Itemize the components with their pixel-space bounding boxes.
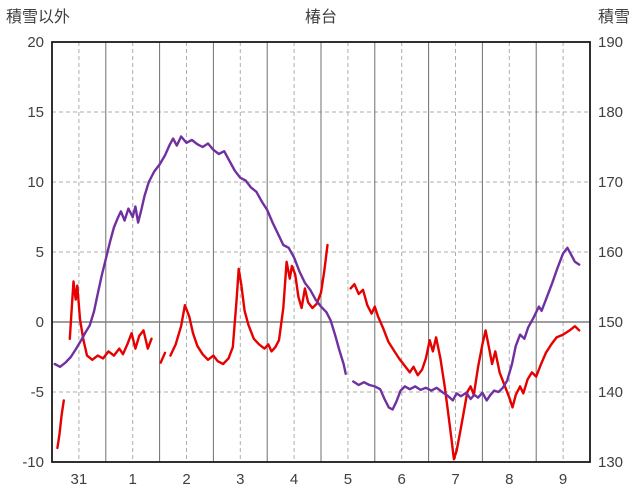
series-red-line: [68, 280, 153, 361]
x-axis-tick: 6: [398, 471, 406, 488]
left-axis-tick: 20: [27, 34, 44, 51]
x-axis-tick: 8: [505, 471, 513, 488]
x-axis-tick: 9: [559, 471, 567, 488]
left-axis-tick: 15: [27, 104, 44, 121]
x-axis-tick: 4: [290, 471, 298, 488]
right-axis-tick: 190: [598, 34, 623, 51]
left-axis-tick: -5: [31, 384, 44, 401]
right-axis-title: 積雪: [598, 8, 630, 26]
x-axis-tick: 3: [236, 471, 244, 488]
series-red-line: [159, 351, 167, 364]
right-axis-tick: 180: [598, 104, 623, 121]
grid-layer: [52, 42, 590, 462]
plot-frame: [51, 41, 591, 463]
right-axis-tick: 130: [598, 454, 623, 471]
left-axis-tick: 5: [36, 244, 44, 261]
right-axis-tick: 140: [598, 384, 623, 401]
x-axis-tick: 1: [129, 471, 137, 488]
series-red-line: [169, 243, 329, 366]
right-axis-tick: 170: [598, 174, 623, 191]
frame-layer: [51, 41, 591, 463]
x-axis-tick: 2: [182, 471, 190, 488]
right-axis-tick: 160: [598, 244, 623, 261]
right-axis-tick: 150: [598, 314, 623, 331]
x-axis-tick: 7: [451, 471, 459, 488]
chart-title: 椿台: [305, 8, 337, 26]
series-purple-line: [53, 135, 347, 375]
left-axis-tick: 0: [36, 314, 44, 331]
left-axis-tick: -10: [22, 454, 44, 471]
series-red-line: [349, 283, 581, 461]
series-purple-line: [352, 246, 581, 411]
left-axis-title: 積雪以外: [6, 8, 70, 26]
series-red-line: [56, 399, 65, 450]
series-layer: [53, 135, 581, 461]
x-axis-tick: 31: [71, 471, 88, 488]
tick-label-layer: 20 15 10 5 0 -5 -10 190 180 170 160 150 140 130 31 1 2 3 4…: [22, 34, 623, 488]
left-axis-tick: 10: [27, 174, 44, 191]
x-axis-tick: 5: [344, 471, 352, 488]
